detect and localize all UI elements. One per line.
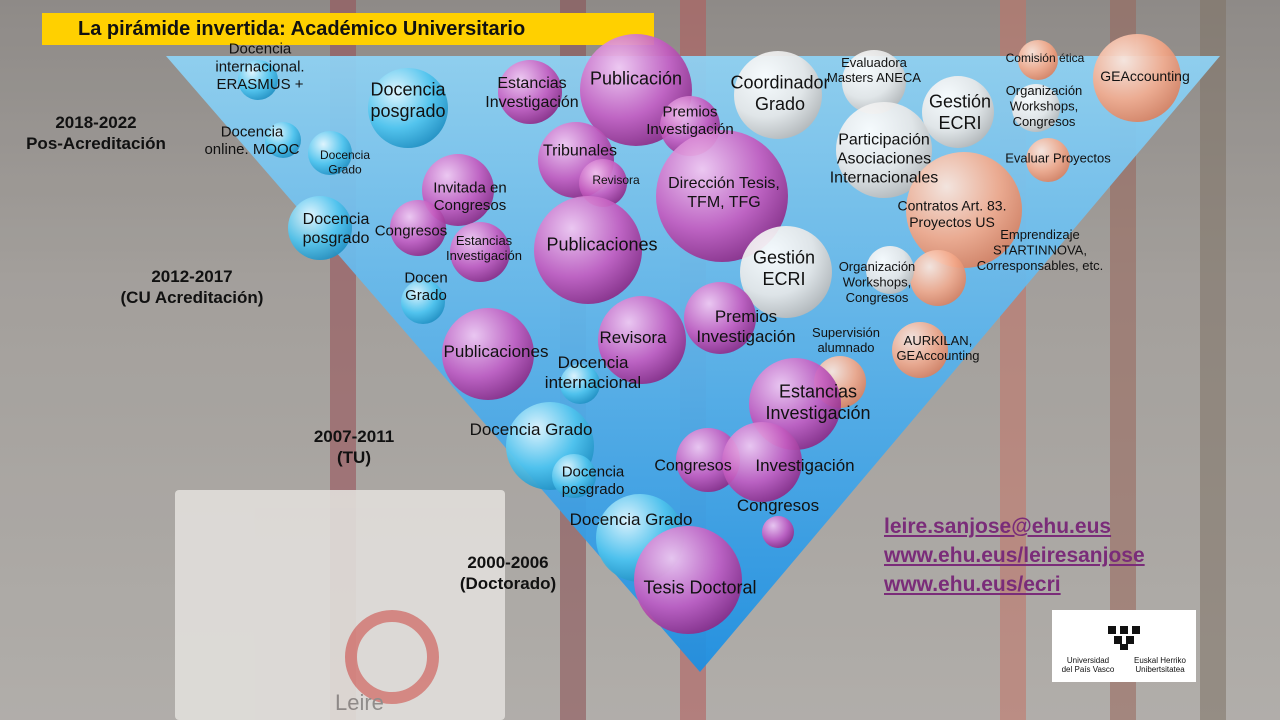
bubble-label-coordinador-grado: Coordinador Grado <box>730 73 829 114</box>
bubble-management-coordinador-grado <box>734 51 822 139</box>
bubble-label-gestion-ecri: Gestión ECRI <box>753 248 815 289</box>
bubble-label-publicaciones: Publicaciones <box>546 234 657 254</box>
bubble-label-organizacion-workshops-congresos: Organización Workshops, Congresos <box>839 259 916 305</box>
bubble-teaching-docencia-grado <box>308 131 352 175</box>
bubble-teaching-docencia-posgrado <box>552 454 596 498</box>
bubble-label-premios-investigacion: Premios Investigación <box>646 103 734 138</box>
bubble-research-publicaciones <box>534 196 642 304</box>
bubble-label-docencia-internacional: Docencia internacional <box>545 353 641 392</box>
period-label-3: 2007-2011 (TU) <box>313 427 395 467</box>
bubble-research-invitada-en-congresos <box>422 154 494 226</box>
bubble-transfer-evaluar-proyectos <box>1026 138 1070 182</box>
bubble-label-docencia-online-mooc: Docencia online. MOOC <box>204 123 299 158</box>
bubble-label-docencia-internacional-erasmus: Docencia internacional. ERASMUS + <box>215 41 304 93</box>
bubble-label-geaccounting: GEAccounting <box>1100 68 1190 84</box>
bubble-teaching-docencia-online-mooc <box>265 122 301 158</box>
bubble-research-congresos <box>390 200 446 256</box>
bubble-teaching-docencia-internacional <box>560 364 600 404</box>
bubble-management-organizacion-workshops-congresos <box>1012 84 1060 132</box>
contact-links: leire.sanjose@ehu.eus www.ehu.eus/leires… <box>884 512 1145 599</box>
bubble-research-congresos <box>676 428 740 492</box>
bubble-research-estancias-investigacion <box>450 222 510 282</box>
bubble-label-docencia-grado: Docencia Grado <box>320 148 370 176</box>
bubble-transfer-geaccounting <box>1093 34 1181 122</box>
bubble-label-organizacion-workshops-congresos: Organización Workshops, Congresos <box>1006 83 1083 129</box>
bubble-label-docencia-posgrado: Docencia posgrado <box>562 463 625 498</box>
email-link[interactable]: leire.sanjose@ehu.eus <box>884 515 1112 538</box>
logo-text-es: Universidad del País Vasco <box>1061 656 1115 674</box>
bubble-transfer-emprendizaje-startinnova-corresponsables-etc <box>910 250 966 306</box>
bubble-label-docencia-posgrado: Docencia posgrado <box>370 80 446 121</box>
bubble-teaching-docencia-internacional-erasmus <box>238 60 278 100</box>
bubble-label-estancias-investigacion: Estancias Investigación <box>485 75 578 111</box>
bubble-teaching-docen-grado <box>401 280 445 324</box>
bubble-teaching-docencia-posgrado <box>368 68 448 148</box>
bubble-label-estancias-investigacion: Estancias Investigación <box>446 233 522 263</box>
bubble-label-supervision-alumnado: Supervisión alumnado <box>812 325 880 355</box>
bubble-label-evaluar-proyectos: Evaluar Proyectos <box>1005 151 1111 166</box>
logo-text-eu: Euskal Herriko Unibertsitatea <box>1133 656 1186 674</box>
bubble-research-congresos <box>762 516 794 548</box>
bubble-label-evaluadora-masters-aneca: Evaluadora Masters ANECA <box>827 55 921 85</box>
conference-badge: Leire <box>175 490 505 720</box>
bubble-transfer-comision-etica <box>1018 40 1058 80</box>
bubble-label-revisora: Revisora <box>599 328 667 347</box>
bubble-research-revisora <box>598 296 686 384</box>
bubble-management-gestion-ecri <box>922 76 994 148</box>
bubble-label-tribunales: Tribunales <box>543 143 617 160</box>
bubble-label-congresos: Congresos <box>654 458 731 475</box>
bubble-label-premios-investigacion: Premios Investigación <box>696 307 795 346</box>
bubble-label-congresos: Congresos <box>375 222 448 239</box>
bubble-research-estancias-investigacion <box>498 60 562 124</box>
bubble-management-participacion-asociaciones-internacionales <box>836 102 932 198</box>
bubble-label-investigacion: Investigación <box>755 456 854 475</box>
bubble-research-publicaciones <box>442 308 534 400</box>
bubble-teaching-docencia-posgrado <box>288 196 352 260</box>
bubble-management-evaluadora-masters-aneca <box>842 50 906 114</box>
bubble-research-direccion-tesis-tfm-tfg <box>656 130 788 262</box>
bubble-label-docencia-grado: Docencia Grado <box>570 510 693 529</box>
bubble-management-organizacion-workshops-congresos <box>866 246 914 294</box>
bubble-label-publicaciones: Publicaciones <box>444 342 549 361</box>
ecri-website-link[interactable]: www.ehu.eus/ecri <box>884 573 1061 596</box>
bubble-label-docencia-grado: Docencia Grado <box>470 420 593 439</box>
bubble-label-contratos-art-83-proyectos-us: Contratos Art. 83. Proyectos US <box>898 198 1007 231</box>
bubble-research-tesis-doctoral <box>634 526 742 634</box>
bubble-label-tesis-doctoral: Tesis Doctoral <box>643 577 756 597</box>
bubble-label-emprendizaje-startinnova-corresponsables-etc: Emprendizaje STARTINNOVA, Corresponsables,… <box>977 227 1103 273</box>
bubble-label-docencia-posgrado: Docencia posgrado <box>303 211 370 247</box>
period-label-4: 2000-2006 (Doctorado) <box>459 553 557 593</box>
bubble-research-revisora <box>579 159 627 207</box>
bubble-label-direccion-tesis-tfm-tfg: Dirección Tesis, TFM, TFG <box>668 175 780 211</box>
bubble-label-revisora: Revisora <box>592 173 640 187</box>
personal-website-link[interactable]: www.ehu.eus/leiresanjose <box>884 544 1145 567</box>
bubble-label-comision-etica: Comisión ética <box>1006 51 1085 65</box>
bubble-label-participacion-asociaciones-internacionales: Participación Asociaciones Internacionales <box>830 132 939 187</box>
bubble-transfer-contratos-art-83-proyectos-us <box>906 152 1022 268</box>
period-label-2: 2012-2017 (CU Acreditación) <box>120 267 264 307</box>
bubble-management-gestion-ecri <box>740 226 832 318</box>
bubble-label-docen-grado: Docen Grado <box>404 269 447 304</box>
bubble-label-estancias-investigacion: Estancias Investigación <box>765 382 870 423</box>
period-label-1: 2018-2022 Pos-Acreditación <box>26 113 166 153</box>
bubble-label-gestion-ecri: Gestión ECRI <box>929 92 991 133</box>
bubble-research-investigacion <box>722 422 802 502</box>
bubble-label-publicacion: Publicación <box>590 68 682 88</box>
ehu-emblem-icon <box>1108 626 1140 650</box>
bubble-label-aurkilan-geaccounting: AURKILAN, GEAccounting <box>896 333 979 363</box>
bubble-label-congresos: Congresos <box>737 496 819 515</box>
bubble-research-premios-investigacion <box>684 282 756 354</box>
bubble-label-invitada-en-congresos: Invitada en Congresos <box>433 179 506 214</box>
bubble-transfer-aurkilan-geaccounting <box>892 322 948 378</box>
slide-title: La pirámide invertida: Académico Univers… <box>42 13 654 45</box>
university-logo: Universidad del País Vasco Euskal Herrik… <box>1052 610 1196 682</box>
